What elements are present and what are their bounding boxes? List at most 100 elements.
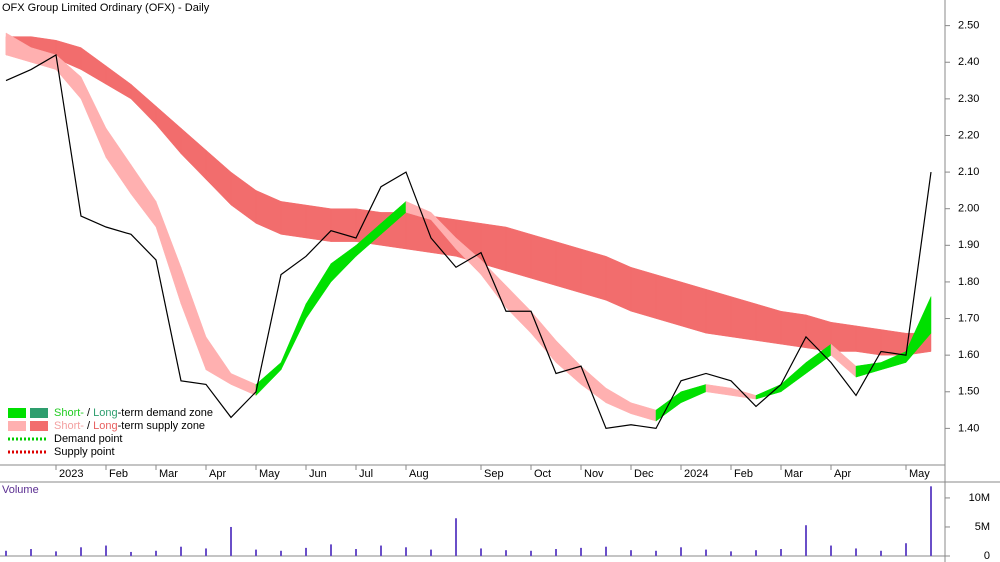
volume-bar <box>655 550 657 556</box>
volume-bar <box>380 545 382 556</box>
volume-title: Volume <box>2 484 39 496</box>
volume-bar <box>55 551 57 556</box>
volume-bar <box>455 518 457 556</box>
long-term-zone <box>880 329 907 356</box>
long-term-zone <box>505 226 532 279</box>
y-tick-label: 2.20 <box>958 129 979 141</box>
y-tick-label: 1.70 <box>958 312 979 324</box>
volume-bar <box>630 550 632 556</box>
y-tick-label: 2.40 <box>958 56 979 68</box>
volume-bar <box>905 543 907 556</box>
x-tick-label: Dec <box>634 468 654 480</box>
long-term-zone <box>755 303 782 345</box>
volume-bar <box>880 550 882 556</box>
y-tick-label: 1.90 <box>958 239 979 251</box>
volume-bar <box>705 549 707 556</box>
x-tick-label: Jun <box>309 468 327 480</box>
volume-bar <box>255 549 257 556</box>
legend-text: / <box>84 420 93 432</box>
chart-title: OFX Group Limited Ordinary (OFX) - Daily <box>2 2 210 14</box>
volume-bar <box>480 548 482 556</box>
y-tick-label: 5M <box>975 521 990 533</box>
y-tick-label: 0 <box>984 550 990 562</box>
legend-text: Long <box>93 407 117 419</box>
volume-bar <box>230 526 232 556</box>
volume-bar <box>430 549 432 556</box>
volume-bar <box>5 550 7 556</box>
volume-bar <box>730 551 732 556</box>
volume-bar <box>330 544 332 556</box>
x-tick-label: 2023 <box>59 468 83 480</box>
legend-text: Short- <box>54 420 84 432</box>
long-term-zone <box>705 288 732 338</box>
volume-bar <box>205 548 207 556</box>
volume-bar <box>555 549 557 556</box>
volume-bar <box>830 545 832 556</box>
long-term-zone <box>680 281 707 334</box>
volume-bar <box>155 550 157 556</box>
volume-bar <box>505 550 507 556</box>
x-tick-label: May <box>909 468 930 480</box>
long-term-zone <box>580 248 607 301</box>
long-term-zone <box>655 274 682 327</box>
y-tick-label: 2.50 <box>958 20 979 32</box>
volume-bar <box>355 549 357 556</box>
y-tick-label: 2.00 <box>958 203 979 215</box>
legend-text: Supply point <box>54 446 115 458</box>
legend-text: -term supply zone <box>118 420 205 432</box>
x-tick-label: Mar <box>159 468 178 480</box>
y-tick-label: 1.80 <box>958 276 979 288</box>
legend-swatch <box>30 408 48 418</box>
legend-swatch <box>8 421 26 431</box>
x-tick-label: Feb <box>734 468 753 480</box>
x-tick-label: Jul <box>359 468 373 480</box>
volume-bar <box>755 550 757 556</box>
volume-bar <box>130 551 132 556</box>
volume-bar <box>680 547 682 556</box>
volume-bar <box>405 547 407 556</box>
volume-bar <box>930 486 932 556</box>
y-tick-label: 2.10 <box>958 166 979 178</box>
volume-bar <box>805 525 807 556</box>
long-term-zone <box>830 321 857 352</box>
y-tick-label: 1.40 <box>958 422 979 434</box>
x-tick-label: Mar <box>784 468 803 480</box>
volume-bar <box>180 546 182 556</box>
x-tick-label: Oct <box>534 468 551 480</box>
volume-bar <box>280 550 282 556</box>
y-tick-label: 1.50 <box>958 386 979 398</box>
x-tick-label: May <box>259 468 280 480</box>
legend-label: Short- / Long-term demand zone <box>54 407 213 419</box>
long-term-zone <box>305 204 332 242</box>
legend-text: / <box>84 407 93 419</box>
volume-bar <box>530 550 532 556</box>
legend-swatch <box>30 421 48 431</box>
volume-bar <box>580 547 582 556</box>
volume-bar <box>80 547 82 556</box>
legend-swatch <box>8 408 26 418</box>
x-tick-label: Sep <box>484 468 504 480</box>
volume-bar <box>780 549 782 556</box>
x-tick-label: Apr <box>834 468 851 480</box>
legend-text: Demand point <box>54 433 123 445</box>
legend-text: Long <box>93 420 117 432</box>
legend-text: Short- <box>54 407 84 419</box>
legend-text: -term demand zone <box>118 407 213 419</box>
volume-bar <box>305 547 307 556</box>
long-term-zone <box>730 296 757 341</box>
y-tick-label: 10M <box>969 492 990 504</box>
volume-bar <box>605 546 607 556</box>
long-term-zone <box>855 325 882 356</box>
y-tick-label: 2.30 <box>958 93 979 105</box>
volume-bar <box>30 549 32 556</box>
legend-label: Demand point <box>54 433 123 445</box>
long-term-zone <box>630 266 657 319</box>
x-tick-label: Feb <box>109 468 128 480</box>
long-term-zone <box>555 241 582 294</box>
short-term-zone <box>905 296 932 364</box>
long-term-zone <box>780 310 807 349</box>
x-tick-label: Nov <box>584 468 604 480</box>
x-tick-label: Aug <box>409 468 429 480</box>
